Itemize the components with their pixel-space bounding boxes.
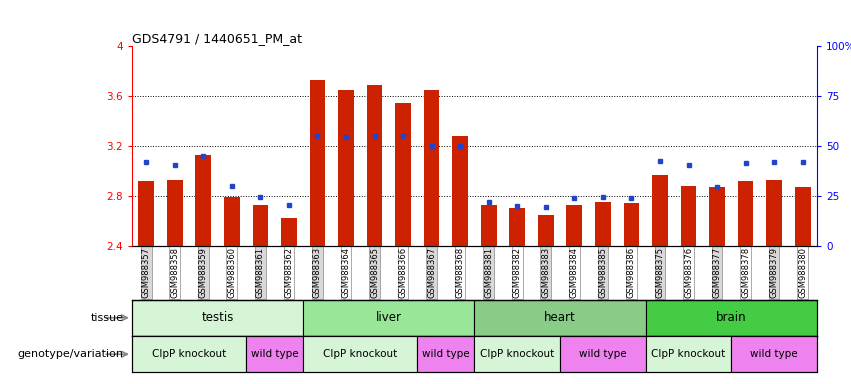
Bar	[560, 336, 646, 372]
Bar	[709, 187, 725, 246]
Bar	[453, 136, 468, 246]
Bar	[766, 180, 782, 246]
Text: tissue: tissue	[90, 313, 123, 323]
Bar	[731, 336, 817, 372]
Text: wild type: wild type	[751, 349, 798, 359]
Text: brain: brain	[716, 311, 746, 324]
Bar	[646, 336, 731, 372]
Bar	[646, 300, 817, 336]
Bar	[567, 205, 582, 246]
Text: heart: heart	[544, 311, 576, 324]
Bar	[474, 336, 560, 372]
Bar	[510, 208, 525, 246]
Bar	[738, 181, 753, 246]
Bar	[424, 90, 439, 246]
Bar	[417, 336, 474, 372]
Bar	[224, 197, 240, 246]
Bar	[367, 85, 382, 246]
Text: GDS4791 / 1440651_PM_at: GDS4791 / 1440651_PM_at	[132, 32, 302, 45]
Bar	[139, 181, 154, 246]
Bar	[303, 300, 474, 336]
Text: testis: testis	[202, 311, 234, 324]
Bar	[132, 300, 303, 336]
Text: ClpP knockout: ClpP knockout	[480, 349, 554, 359]
Bar	[538, 215, 554, 246]
Bar	[338, 90, 354, 246]
Bar	[253, 205, 268, 246]
Bar	[681, 186, 696, 246]
Bar	[652, 175, 668, 246]
Text: ClpP knockout: ClpP knockout	[151, 349, 226, 359]
Bar	[481, 205, 496, 246]
Text: ClpP knockout: ClpP knockout	[323, 349, 397, 359]
Bar	[281, 218, 297, 246]
Bar	[196, 155, 211, 246]
Bar	[303, 336, 417, 372]
Bar	[395, 103, 411, 246]
Text: liver: liver	[376, 311, 402, 324]
Bar	[310, 80, 325, 246]
Text: wild type: wild type	[251, 349, 299, 359]
Bar	[795, 187, 810, 246]
Text: wild type: wild type	[579, 349, 626, 359]
Bar	[167, 180, 183, 246]
Bar	[246, 336, 303, 372]
Text: wild type: wild type	[422, 349, 470, 359]
Bar	[595, 202, 611, 246]
Text: genotype/variation: genotype/variation	[17, 349, 123, 359]
Bar	[474, 300, 646, 336]
Text: ClpP knockout: ClpP knockout	[651, 349, 726, 359]
Bar	[624, 203, 639, 246]
Bar	[132, 336, 246, 372]
